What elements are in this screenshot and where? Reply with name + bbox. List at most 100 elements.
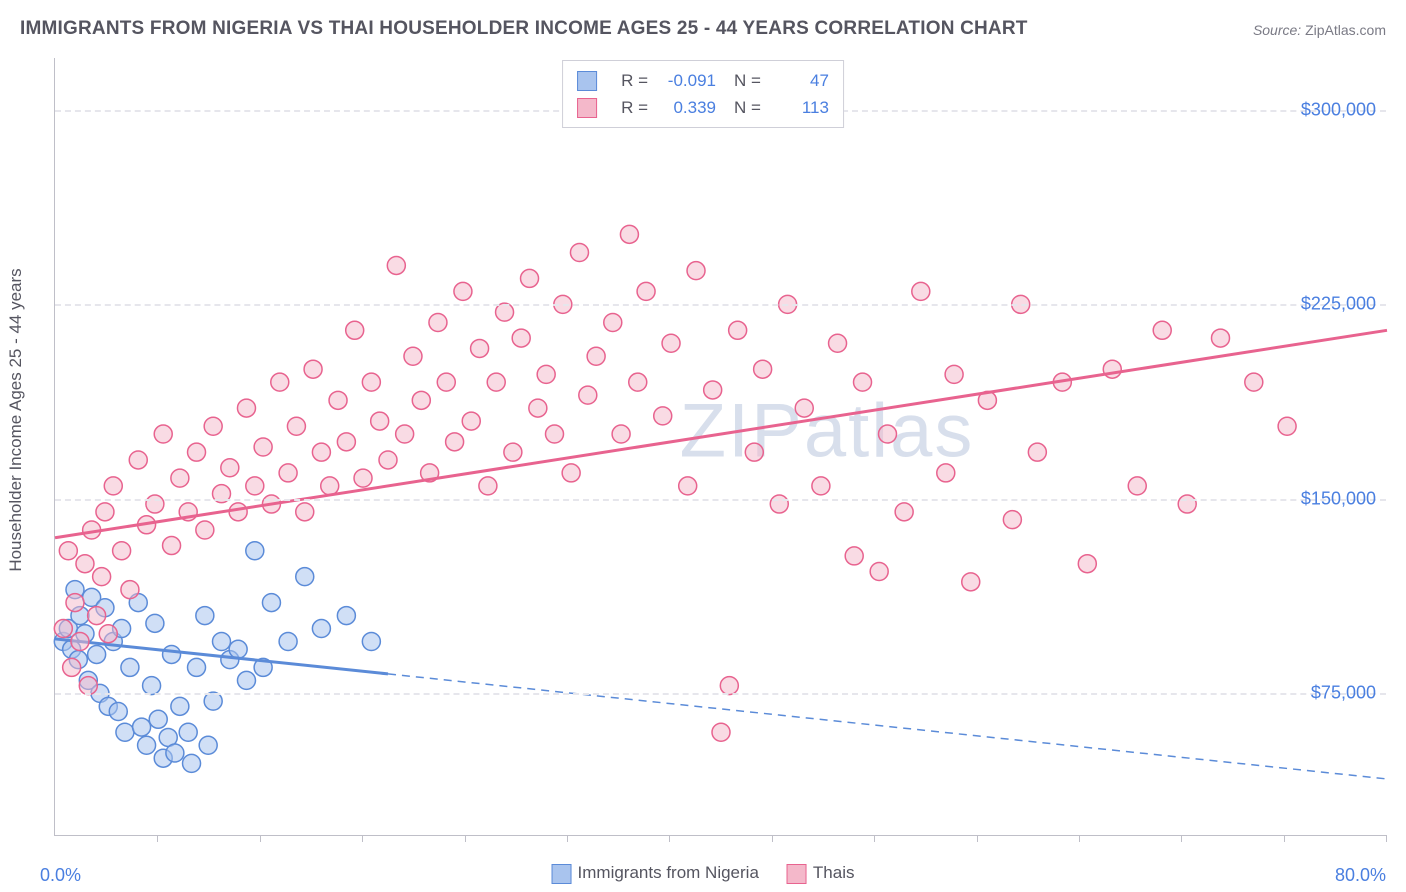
data-point bbox=[196, 607, 214, 625]
data-point bbox=[71, 633, 89, 651]
data-point bbox=[287, 417, 305, 435]
data-point bbox=[720, 677, 738, 695]
data-point bbox=[745, 443, 763, 461]
legend-label: Thais bbox=[813, 863, 855, 882]
scatter-plot-svg bbox=[55, 58, 1386, 835]
x-tick bbox=[465, 835, 466, 842]
data-point bbox=[396, 425, 414, 443]
legend-row: R = 0.339N = 113 bbox=[577, 94, 829, 121]
data-point bbox=[437, 373, 455, 391]
data-point bbox=[138, 736, 156, 754]
data-point bbox=[770, 495, 788, 513]
data-point bbox=[1003, 511, 1021, 529]
data-point bbox=[54, 620, 72, 638]
data-point bbox=[812, 477, 830, 495]
data-point bbox=[329, 391, 347, 409]
data-point bbox=[1245, 373, 1263, 391]
data-point bbox=[662, 334, 680, 352]
data-point bbox=[93, 568, 111, 586]
data-point bbox=[1212, 329, 1230, 347]
data-point bbox=[204, 417, 222, 435]
data-point bbox=[88, 607, 106, 625]
data-point bbox=[521, 269, 539, 287]
data-point bbox=[129, 451, 147, 469]
data-point bbox=[412, 391, 430, 409]
data-point bbox=[687, 262, 705, 280]
x-tick bbox=[1181, 835, 1182, 842]
x-tick bbox=[772, 835, 773, 842]
data-point bbox=[479, 477, 497, 495]
data-point bbox=[879, 425, 897, 443]
data-point bbox=[1078, 555, 1096, 573]
data-point bbox=[729, 321, 747, 339]
data-point bbox=[795, 399, 813, 417]
gridline bbox=[55, 499, 1386, 501]
data-point bbox=[512, 329, 530, 347]
data-point bbox=[312, 443, 330, 461]
legend-label: Immigrants from Nigeria bbox=[578, 863, 759, 882]
data-point bbox=[1278, 417, 1296, 435]
data-point bbox=[254, 438, 272, 456]
data-point bbox=[529, 399, 547, 417]
data-point bbox=[587, 347, 605, 365]
legend-r-label: R = bbox=[621, 94, 648, 121]
data-point bbox=[304, 360, 322, 378]
data-point bbox=[229, 503, 247, 521]
data-point bbox=[712, 723, 730, 741]
legend-n-value: 47 bbox=[779, 67, 829, 94]
data-point bbox=[854, 373, 872, 391]
x-tick bbox=[260, 835, 261, 842]
legend-swatch bbox=[577, 71, 597, 91]
x-tick bbox=[874, 835, 875, 842]
data-point bbox=[629, 373, 647, 391]
data-point bbox=[76, 555, 94, 573]
y-axis-label: Householder Income Ages 25 - 44 years bbox=[6, 268, 26, 571]
data-point bbox=[146, 495, 164, 513]
data-point bbox=[59, 542, 77, 560]
data-point bbox=[487, 373, 505, 391]
data-point bbox=[154, 425, 172, 443]
data-point bbox=[166, 744, 184, 762]
data-point bbox=[612, 425, 630, 443]
data-point bbox=[79, 677, 97, 695]
data-point bbox=[1178, 495, 1196, 513]
data-point bbox=[171, 697, 189, 715]
source-value: ZipAtlas.com bbox=[1305, 22, 1386, 38]
x-tick bbox=[977, 835, 978, 842]
data-point bbox=[163, 537, 181, 555]
legend-swatch bbox=[577, 98, 597, 118]
data-point bbox=[63, 658, 81, 676]
data-point bbox=[179, 723, 197, 741]
data-point bbox=[213, 633, 231, 651]
y-tick-label: $300,000 bbox=[1301, 99, 1376, 120]
x-axis-max-label: 80.0% bbox=[1335, 865, 1386, 886]
data-point bbox=[183, 754, 201, 772]
x-tick bbox=[1386, 835, 1387, 842]
x-tick bbox=[362, 835, 363, 842]
data-point bbox=[346, 321, 364, 339]
data-point bbox=[246, 542, 264, 560]
data-point bbox=[279, 464, 297, 482]
source-label: Source: bbox=[1253, 22, 1301, 38]
legend-r-value: -0.091 bbox=[666, 67, 716, 94]
data-point bbox=[546, 425, 564, 443]
data-point bbox=[654, 407, 672, 425]
data-point bbox=[237, 671, 255, 689]
data-point bbox=[1153, 321, 1171, 339]
data-point bbox=[121, 658, 139, 676]
data-point bbox=[279, 633, 297, 651]
data-point bbox=[1028, 443, 1046, 461]
x-tick bbox=[1079, 835, 1080, 842]
data-point bbox=[962, 573, 980, 591]
data-point bbox=[387, 256, 405, 274]
data-point bbox=[296, 503, 314, 521]
legend-item: Thais bbox=[787, 863, 855, 884]
series-legend: Immigrants from Nigeria Thais bbox=[552, 863, 855, 884]
data-point bbox=[429, 314, 447, 332]
data-point bbox=[262, 594, 280, 612]
data-point bbox=[321, 477, 339, 495]
data-point bbox=[604, 314, 622, 332]
data-point bbox=[895, 503, 913, 521]
legend-r-value: 0.339 bbox=[666, 94, 716, 121]
legend-r-label: R = bbox=[621, 67, 648, 94]
